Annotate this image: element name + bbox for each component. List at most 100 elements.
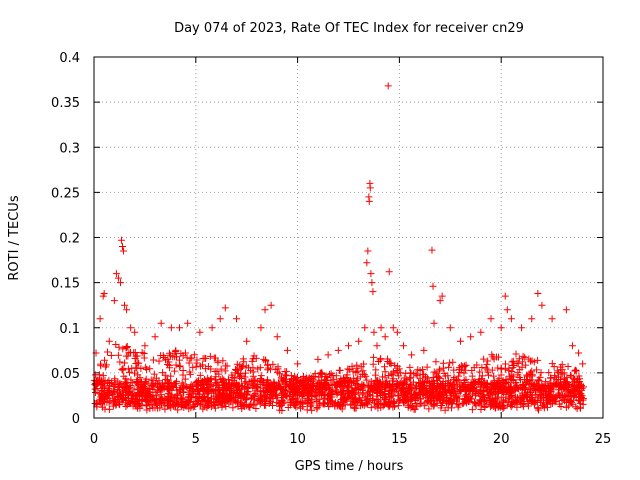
roti-point	[341, 381, 349, 389]
roti-point	[242, 369, 250, 377]
roti-point	[385, 403, 393, 411]
roti-point	[491, 404, 499, 412]
roti-point	[484, 368, 492, 376]
roti-point	[119, 364, 127, 372]
roti-outlier-point	[176, 324, 184, 332]
roti-outlier-point	[105, 337, 113, 345]
roti-point	[509, 357, 517, 365]
roti-point	[237, 364, 245, 372]
roti-point	[313, 405, 321, 413]
roti-point	[317, 369, 325, 377]
roti-point	[138, 378, 146, 386]
roti-point	[192, 379, 200, 387]
roti-point	[134, 371, 142, 379]
roti-point	[116, 401, 124, 409]
roti-point	[525, 355, 533, 363]
roti-point	[292, 379, 300, 387]
roti-point	[218, 403, 226, 411]
roti-point	[249, 372, 257, 380]
roti-point	[502, 376, 510, 384]
roti-point	[425, 405, 433, 413]
roti-point	[171, 367, 179, 375]
roti-point	[444, 372, 452, 380]
roti-point	[264, 366, 272, 374]
roti-point	[483, 360, 491, 368]
roti-point	[379, 373, 387, 381]
roti-point	[93, 384, 101, 392]
roti-point	[488, 351, 496, 359]
roti-point	[132, 359, 140, 367]
roti-point	[216, 390, 224, 398]
roti-point	[453, 394, 461, 402]
roti-point	[433, 397, 441, 405]
roti-point	[483, 388, 491, 396]
roti-point	[260, 400, 268, 408]
roti-point	[304, 396, 312, 404]
roti-point	[402, 369, 410, 377]
roti-outlier-point	[368, 279, 376, 287]
roti-point	[403, 387, 411, 395]
roti-point	[460, 363, 468, 371]
roti-point	[436, 365, 444, 373]
data-points	[90, 82, 588, 414]
roti-point	[278, 386, 286, 394]
roti-outlier-point	[467, 333, 475, 341]
roti-point	[352, 386, 360, 394]
roti-point	[96, 390, 104, 398]
roti-outlier-point	[456, 337, 464, 345]
roti-point	[476, 396, 484, 404]
roti-outlier-point	[420, 346, 428, 354]
roti-point	[134, 382, 142, 390]
roti-point	[104, 348, 112, 356]
roti-point	[175, 400, 183, 408]
roti-point	[177, 386, 185, 394]
roti-point	[178, 399, 186, 407]
roti-point	[478, 372, 486, 380]
roti-point	[514, 371, 522, 379]
roti-outlier-point	[369, 288, 377, 296]
roti-point	[373, 395, 381, 403]
roti-point	[201, 394, 209, 402]
roti-point	[219, 398, 227, 406]
roti-outlier-point	[314, 355, 322, 363]
roti-outlier-point	[151, 333, 159, 341]
roti-point	[231, 374, 239, 382]
roti-point	[522, 361, 530, 369]
roti-point	[253, 378, 261, 386]
roti-point	[428, 378, 436, 386]
roti-point	[127, 376, 135, 384]
roti-point	[258, 376, 266, 384]
roti-point	[130, 385, 138, 393]
roti-point	[419, 370, 427, 378]
x-axis-label: GPS time / hours	[295, 459, 404, 474]
roti-point	[500, 398, 508, 406]
roti-outlier-point	[568, 342, 576, 350]
roti-point	[319, 400, 327, 408]
roti-point	[468, 383, 476, 391]
roti-point	[575, 378, 583, 386]
roti-point	[146, 404, 154, 412]
x-tick-label: 25	[595, 432, 612, 447]
roti-point	[111, 380, 119, 388]
roti-point	[380, 382, 388, 390]
roti-outlier-point	[367, 270, 375, 278]
roti-outlier-point	[363, 259, 371, 267]
roti-point	[348, 394, 356, 402]
roti-outlier-point	[114, 274, 122, 282]
roti-outlier-point	[497, 324, 505, 332]
roti-point	[157, 386, 165, 394]
roti-point	[175, 356, 183, 364]
roti-point	[410, 390, 418, 398]
roti-outlier-point	[345, 342, 352, 350]
roti-point	[400, 380, 408, 388]
roti-point	[431, 381, 439, 389]
roti-point	[260, 356, 268, 364]
roti-point	[252, 354, 260, 362]
roti-point	[439, 359, 447, 367]
roti-outlier-point	[117, 236, 125, 244]
roti-point	[455, 372, 463, 380]
roti-point	[207, 403, 215, 411]
roti-outlier-point	[355, 337, 363, 345]
roti-point	[179, 352, 187, 360]
roti-point	[550, 363, 558, 371]
